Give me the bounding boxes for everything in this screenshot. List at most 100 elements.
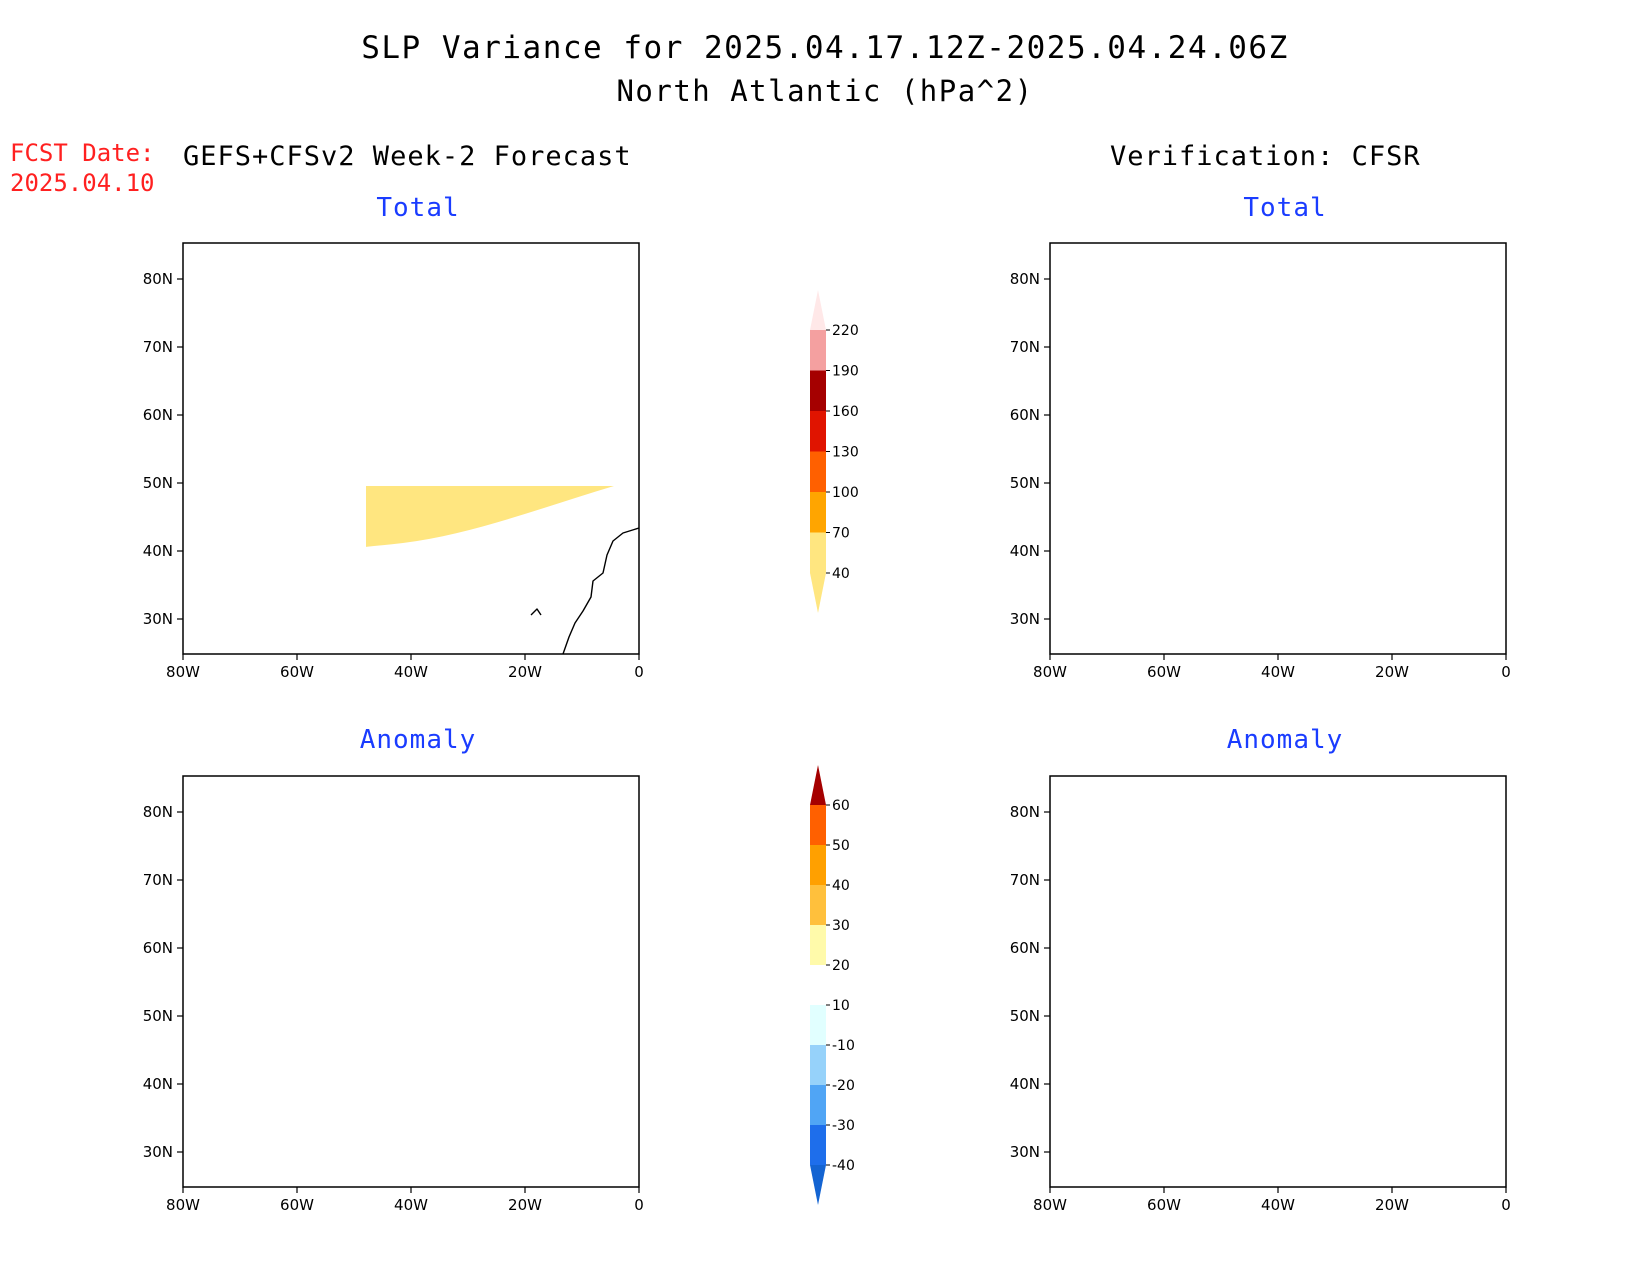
colorbar-label: 40: [832, 566, 850, 582]
lat-tick-label: 40N: [143, 1075, 173, 1093]
lat-tick-label: 60N: [1010, 939, 1040, 957]
forecast-date-label: FCST Date:: [10, 139, 155, 167]
colorbar-label: 10: [832, 998, 850, 1014]
lat-tick-label: 30N: [143, 610, 173, 628]
colorbar-arrow-high: [810, 290, 826, 330]
lat-tick-label: 60N: [143, 939, 173, 957]
lat-tick-label: 60N: [143, 406, 173, 424]
colorbar-label: -10: [832, 1038, 855, 1054]
lon-tick-label: 80W: [1033, 663, 1067, 681]
colorbar-segment: [810, 965, 826, 1005]
column-header-verification: Verification: CFSR: [1110, 141, 1421, 172]
lat-tick-label: 60N: [1010, 406, 1040, 424]
verification-total-frame: [1049, 242, 1507, 655]
lon-tick-label: 80W: [1033, 1196, 1067, 1214]
lon-tick-label: 80W: [166, 1196, 200, 1214]
lat-tick-label: 30N: [143, 1143, 173, 1161]
lon-tick-label: 20W: [1375, 663, 1409, 681]
colorbar-label: 70: [832, 526, 850, 542]
colorbar-arrow-low: [810, 573, 826, 613]
chart-title: SLP Variance for 2025.04.17.12Z-2025.04.…: [361, 30, 1289, 66]
lat-tick-label: 70N: [1010, 871, 1040, 889]
colorbar-segment: [810, 805, 826, 845]
panel-title-verification-total: Total: [1243, 193, 1327, 223]
forecast-date-value: 2025.04.10: [10, 169, 155, 197]
lon-tick-label: 20W: [1375, 1196, 1409, 1214]
colorbar-label: -40: [832, 1158, 855, 1174]
panel-title-forecast-total: Total: [376, 193, 460, 223]
lat-tick-label: 40N: [143, 542, 173, 560]
forecast-anomaly-map: [183, 776, 639, 1187]
map-axes: 80W 60W 40W 20W 0 80N 70N 60N 50N 40N 30N 80W 60W 40W…: [143, 270, 1511, 1214]
colorbar-arrow-high: [810, 765, 826, 805]
forecast-date: FCST Date: 2025.04.10: [10, 138, 155, 198]
lon-tick-label: 60W: [1147, 663, 1181, 681]
lon-tick-label: 20W: [508, 1196, 542, 1214]
lon-tick-label: 0: [1501, 663, 1511, 681]
colorbar-segment: [810, 1085, 826, 1125]
panel-title-verification-anomaly: Anomaly: [1226, 725, 1344, 755]
lon-tick-label: 80W: [166, 663, 200, 681]
lat-tick-label: 40N: [1010, 542, 1040, 560]
lon-tick-label: 60W: [280, 663, 314, 681]
verification-anomaly-frame: [1049, 775, 1507, 1188]
colorbar-label: 40: [832, 878, 850, 894]
lon-tick-label: 0: [634, 1196, 644, 1214]
colorbar-label: 160: [832, 404, 859, 420]
lat-tick-label: 50N: [143, 474, 173, 492]
colorbar-segment: [810, 330, 826, 371]
lat-tick-label: 70N: [1010, 338, 1040, 356]
lat-tick-label: 50N: [1010, 474, 1040, 492]
colorbar-label: 30: [832, 918, 850, 934]
lat-tick-label: 80N: [1010, 270, 1040, 288]
lat-tick-label: 30N: [1010, 1143, 1040, 1161]
colorbar-total: 40 70 100 130 160 190 220: [810, 290, 859, 613]
lon-tick-label: 40W: [1261, 1196, 1295, 1214]
lat-tick-label: 50N: [143, 1007, 173, 1025]
colorbar-segment: [810, 885, 826, 925]
colorbar-segment: [810, 532, 826, 573]
lat-tick-label: 70N: [143, 871, 173, 889]
lat-tick-label: 80N: [143, 270, 173, 288]
lon-tick-label: 0: [634, 663, 644, 681]
colorbar-segment: [810, 370, 826, 411]
lat-tick-label: 50N: [1010, 1007, 1040, 1025]
lon-tick-label: 0: [1501, 1196, 1511, 1214]
lon-tick-label: 60W: [1147, 1196, 1181, 1214]
colorbar-label: 190: [832, 364, 859, 380]
colorbar-label: 50: [832, 838, 850, 854]
lon-tick-label: 40W: [1261, 663, 1295, 681]
colorbar-label: 100: [832, 485, 859, 501]
colorbar-label: -30: [832, 1118, 855, 1134]
colorbar-segment: [810, 492, 826, 533]
lat-tick-label: 80N: [143, 803, 173, 821]
column-header-forecast: GEFS+CFSv2 Week-2 Forecast: [183, 141, 632, 172]
colorbar-segment: [810, 451, 826, 492]
colorbar-segment: [810, 1005, 826, 1045]
chart-subtitle: North Atlantic (hPa^2): [616, 74, 1034, 108]
colorbar-label: 20: [832, 958, 850, 974]
forecast-total-map: [366, 486, 640, 655]
colorbar-label: 220: [832, 323, 859, 339]
lat-tick-label: 30N: [1010, 610, 1040, 628]
colorbar-arrow-low: [810, 1165, 826, 1205]
colorbar-label: 130: [832, 445, 859, 461]
lat-tick-label: 40N: [1010, 1075, 1040, 1093]
colorbar-label: 60: [832, 798, 850, 814]
lat-tick-label: 70N: [143, 338, 173, 356]
colorbar-segment: [810, 1125, 826, 1165]
verification-total-map: [1050, 243, 1506, 654]
lon-tick-label: 20W: [508, 663, 542, 681]
colorbar-segment: [810, 1045, 826, 1085]
colorbar-label: -20: [832, 1078, 855, 1094]
lon-tick-label: 60W: [280, 1196, 314, 1214]
verification-anomaly-map: [1050, 776, 1506, 1187]
colorbar-segment: [810, 845, 826, 885]
colorbar-segment: [810, 925, 826, 965]
colorbar-anomaly: -40 -30 -20 -10 10 20 30 40 50 60: [810, 765, 855, 1205]
lon-tick-label: 40W: [394, 1196, 428, 1214]
lat-tick-label: 80N: [1010, 803, 1040, 821]
forecast-anomaly-frame: [182, 775, 640, 1188]
panel-title-forecast-anomaly: Anomaly: [359, 725, 477, 755]
